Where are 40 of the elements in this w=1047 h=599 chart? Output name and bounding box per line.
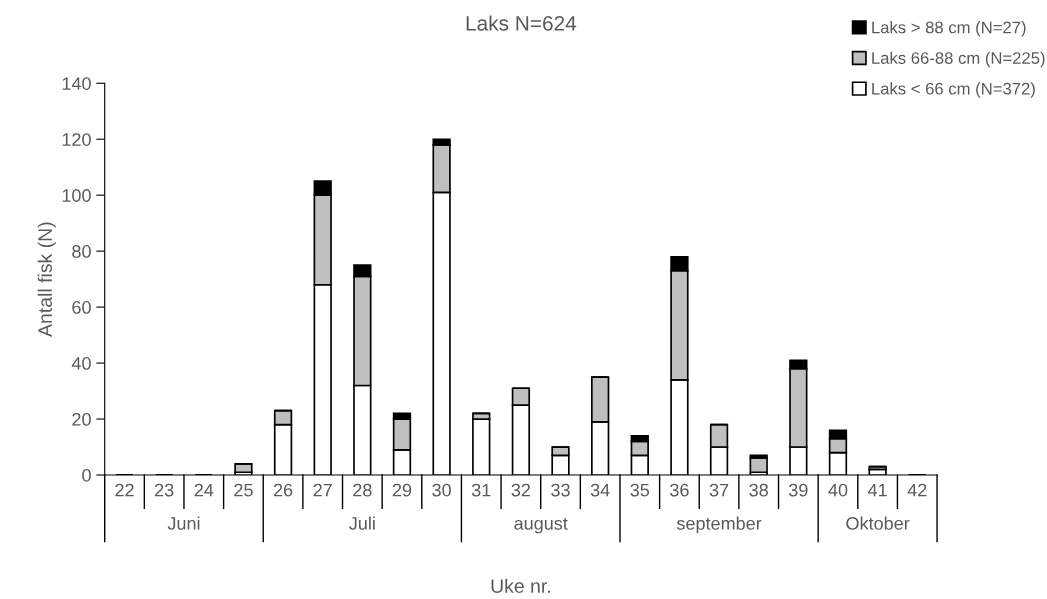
legend-label: Laks 66-88 cm (N=225) — [872, 51, 1045, 68]
text: Oktober — [846, 516, 910, 530]
y-tick-label: 0 — [82, 468, 91, 482]
y-tick-label: 40 — [71, 357, 91, 370]
text: august — [514, 517, 568, 534]
text: september — [676, 516, 762, 534]
x-tick-label: 34 — [590, 483, 610, 497]
x-tick-label: 27 — [313, 483, 332, 497]
x-axis-title: Uke nr. — [491, 578, 550, 593]
x-tick-label: 25 — [234, 483, 253, 497]
y-tick-label: 60 — [72, 301, 91, 314]
x-tick-label: 28 — [353, 483, 372, 497]
x-tick-label: 29 — [392, 483, 412, 497]
y-tick-label: 120 — [62, 133, 91, 146]
x-tick-label: 32 — [511, 483, 531, 497]
x-tick-label: 37 — [709, 483, 729, 497]
x-tick-label: 35 — [630, 483, 650, 497]
x-tick-label: 39 — [788, 483, 808, 497]
x-tick-label: 33 — [551, 483, 570, 497]
y-tick-label: 100 — [62, 189, 91, 202]
x-tick-label: 26 — [273, 483, 293, 497]
y-tick-label: 140 — [62, 77, 91, 90]
legend-label: Laks > 88 cm (N=27) — [872, 21, 1026, 37]
x-tick-label: 38 — [749, 483, 768, 497]
x-tick-label: 41 — [867, 483, 887, 497]
y-tick-label: 80 — [72, 245, 91, 258]
y-axis-title: Antall fisk (N) — [37, 222, 56, 337]
y-tick-label: 20 — [72, 412, 91, 426]
x-tick-label: 30 — [432, 483, 451, 497]
x-tick-label: 22 — [115, 483, 134, 497]
text: Juli — [349, 516, 375, 530]
x-tick-label: 23 — [155, 483, 174, 497]
x-tick-label: 40 — [828, 483, 848, 497]
text: Juni — [167, 516, 200, 530]
x-tick-label: 36 — [670, 483, 689, 497]
x-tick-label: 42 — [907, 483, 927, 497]
x-tick-label: 24 — [194, 483, 214, 497]
x-tick-label: 31 — [471, 483, 491, 497]
legend-label: Laks < 66 cm (N=372) — [872, 82, 1035, 98]
chart-title: Laks N=624 — [466, 15, 577, 31]
